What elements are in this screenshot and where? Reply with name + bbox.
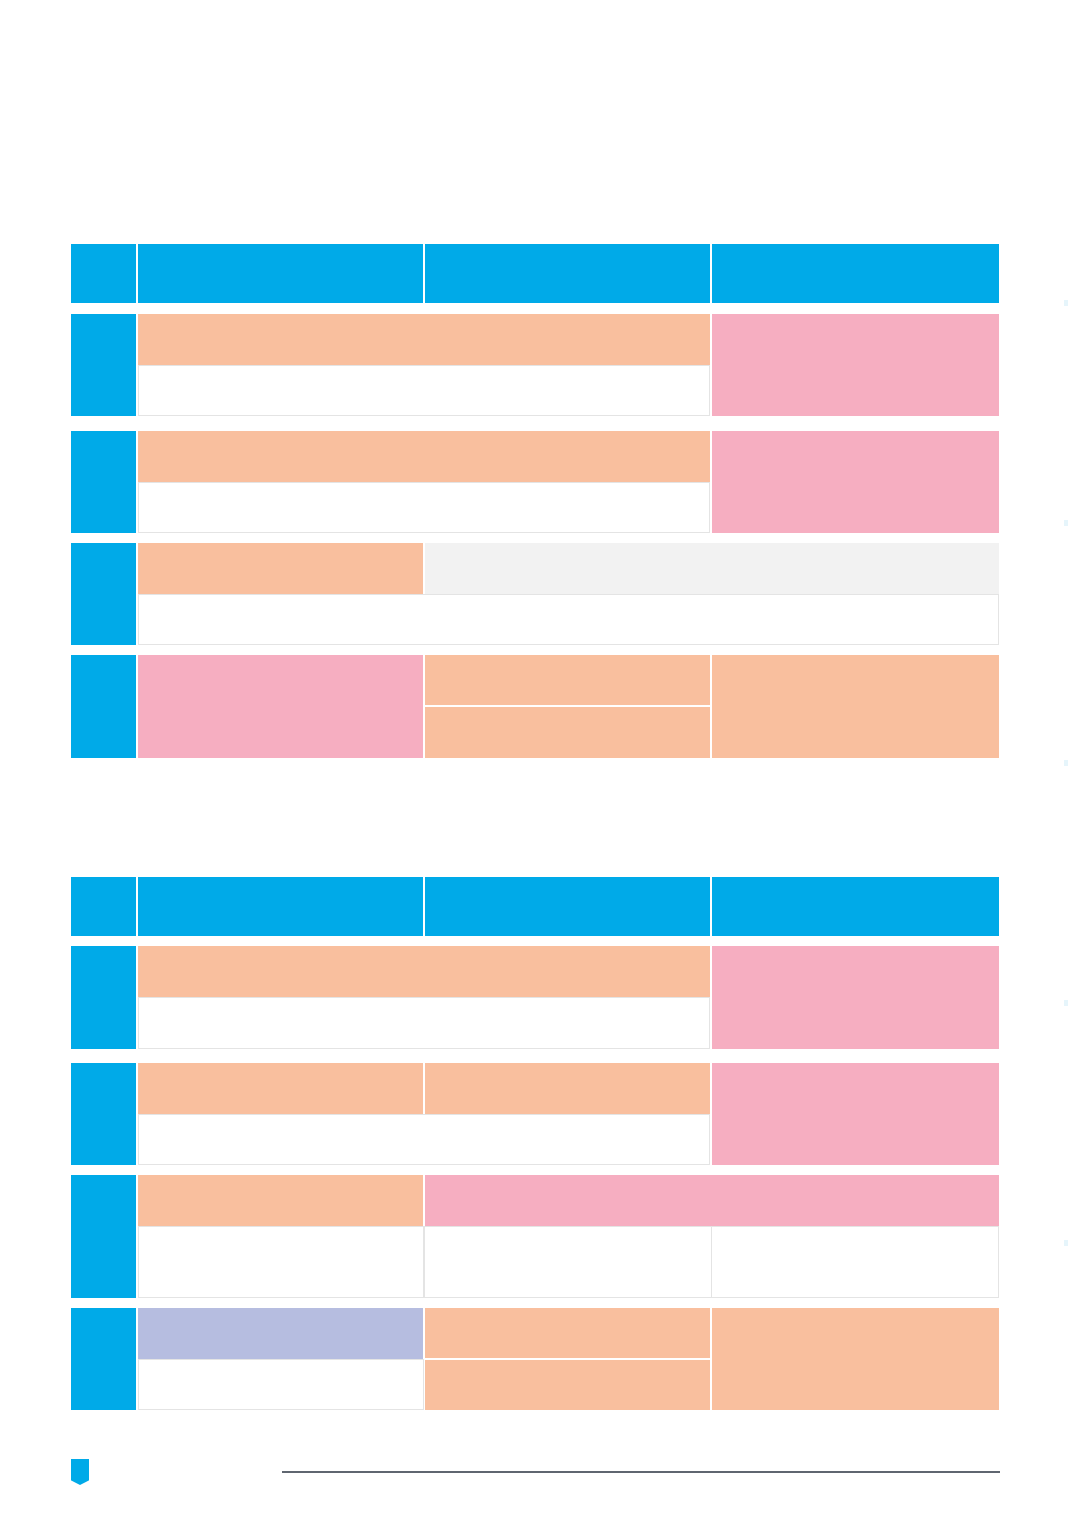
table-2-row-2-white-band [138,1114,710,1165]
edge-tick [1064,1240,1068,1246]
table-1-row-2-white-band [138,482,710,533]
edge-tick [1064,1000,1068,1006]
table-1-row-2-pink-cell [712,431,999,533]
table-2-row-4-white-cell [138,1359,424,1410]
table-1-row-4-label [71,655,136,758]
table-2-row-1-peach-band [138,946,710,997]
footer-rule [282,1471,1000,1473]
table-1-row-3-peach-cell [138,543,423,594]
table-2-row-3-white-col-3 [711,1226,999,1298]
table-2-row-1-label [71,946,136,1049]
table-1-header-col-3 [712,244,999,303]
table-2-header-col-1 [138,877,423,936]
table-1-row-3-gray-band [425,543,999,594]
table-1-row-1-pink-cell [712,314,999,416]
table-1-row-4-peach-top [425,655,710,705]
table-2-header-col-0 [71,877,136,936]
table-2-row-4-lavender-cell [138,1308,423,1359]
table-1-row-1-peach-band [138,314,710,365]
table-1-row-1-label [71,314,136,416]
table-2-row-1-pink-cell [712,946,999,1049]
table-2-row-3-pink-band [425,1175,999,1226]
edge-tick [1064,300,1068,306]
table-2-header-col-2 [425,877,710,936]
table-1-row-4-peach-bottom [425,707,710,758]
table-2-row-4-peach-bottom [425,1360,710,1410]
table-1-row-2-label [71,431,136,533]
table-2-row-3-white-col-2 [424,1226,712,1298]
table-2-row-2-pink-cell [712,1063,999,1165]
table-1-row-4-peach-right [712,655,999,758]
table-2-row-3-peach-cell [138,1175,423,1226]
table-2-row-2-peach-mid [425,1063,710,1114]
table-1 [71,244,999,758]
table-2-row-4-label [71,1308,136,1410]
table-1-row-4-pink-cell [138,655,423,758]
table-1-row-3-label [71,543,136,645]
table-2-row-3-label [71,1175,136,1298]
edge-tick [1064,520,1068,526]
shield-badge-icon [71,1459,89,1485]
table-2-row-2-peach-left [138,1063,423,1114]
table-2-row-4-peach-right [712,1308,999,1410]
table-2 [71,877,999,1410]
table-1-row-3-white-band [138,594,999,645]
table-2-row-1-white-band [138,997,710,1049]
table-1-header-col-1 [138,244,423,303]
table-2-row-2-label [71,1063,136,1165]
table-1-header-col-0 [71,244,136,303]
table-2-row-3-white-col-1 [138,1226,424,1298]
table-2-header-col-3 [712,877,999,936]
edge-tick [1064,760,1068,766]
table-2-row-4-peach-top [425,1308,710,1358]
table-1-row-2-peach-band [138,431,710,482]
table-1-header-col-2 [425,244,710,303]
table-1-row-1-white-band [138,365,710,416]
